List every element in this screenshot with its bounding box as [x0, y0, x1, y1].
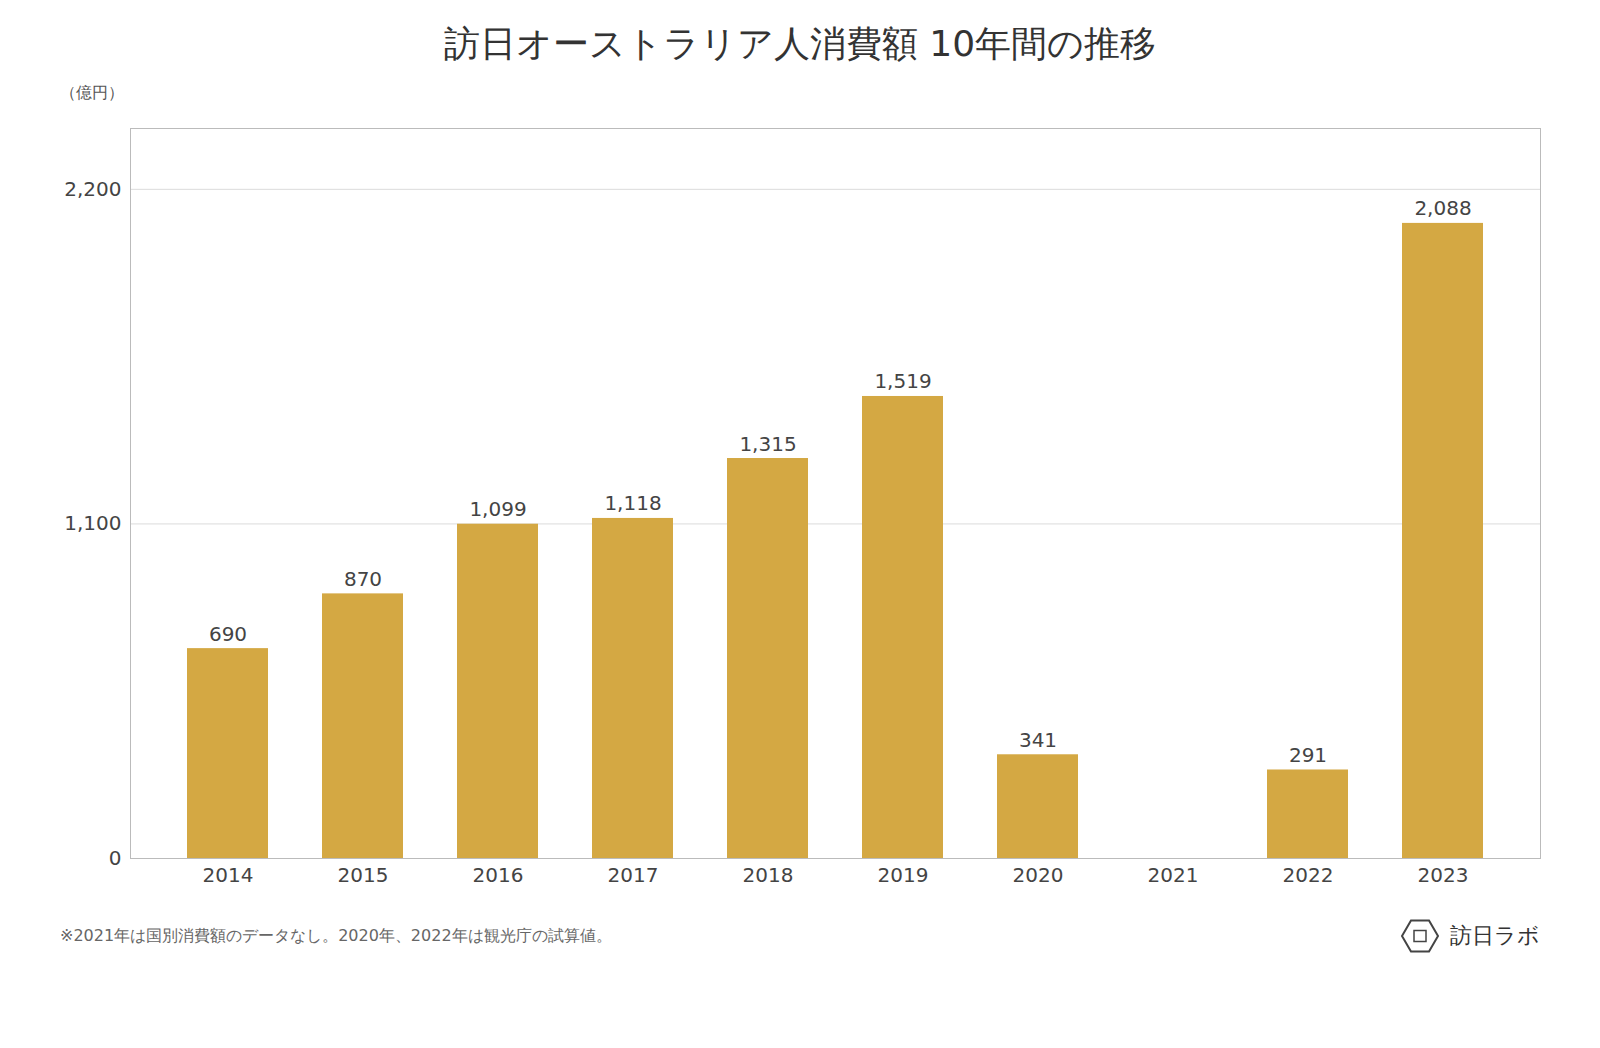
svg-text:870: 870	[344, 567, 382, 591]
svg-text:291: 291	[1289, 743, 1327, 767]
svg-text:690: 690	[209, 622, 247, 646]
svg-text:2020: 2020	[1013, 863, 1064, 887]
svg-text:0: 0	[109, 846, 122, 870]
svg-text:2,088: 2,088	[1414, 196, 1471, 220]
svg-text:1,118: 1,118	[604, 491, 661, 515]
svg-text:2,200: 2,200	[64, 177, 121, 201]
svg-text:2023: 2023	[1418, 863, 1469, 887]
svg-text:2019: 2019	[878, 863, 929, 887]
svg-text:1,099: 1,099	[469, 497, 526, 521]
svg-text:1,315: 1,315	[739, 432, 796, 456]
svg-text:2022: 2022	[1283, 863, 1334, 887]
html-text:※2021年は国別消費額のデータなし。2020年、2022年: ※2021年は国別消費額のデータなし。2020年、2022年は観光庁の試算値。	[60, 925, 612, 945]
svg-text:2018: 2018	[743, 863, 794, 887]
svg-text:2015: 2015	[338, 863, 389, 887]
svg-text:2014: 2014	[203, 863, 254, 887]
html-text:訪日ラボ: 訪日ラボ	[1450, 923, 1540, 948]
html-text:訪日オーストラリア人消費額 10年間の推移: 訪日オーストラリア人消費額 10年間の推移	[443, 23, 1157, 64]
svg-text:341: 341	[1019, 728, 1057, 752]
svg-text:2021: 2021	[1148, 863, 1199, 887]
svg-text:1,519: 1,519	[874, 369, 931, 393]
svg-text:1,100: 1,100	[64, 511, 121, 535]
html-text:（億円）: （億円）	[60, 83, 124, 102]
svg-text:2016: 2016	[473, 863, 524, 887]
svg-text:2017: 2017	[608, 863, 659, 887]
